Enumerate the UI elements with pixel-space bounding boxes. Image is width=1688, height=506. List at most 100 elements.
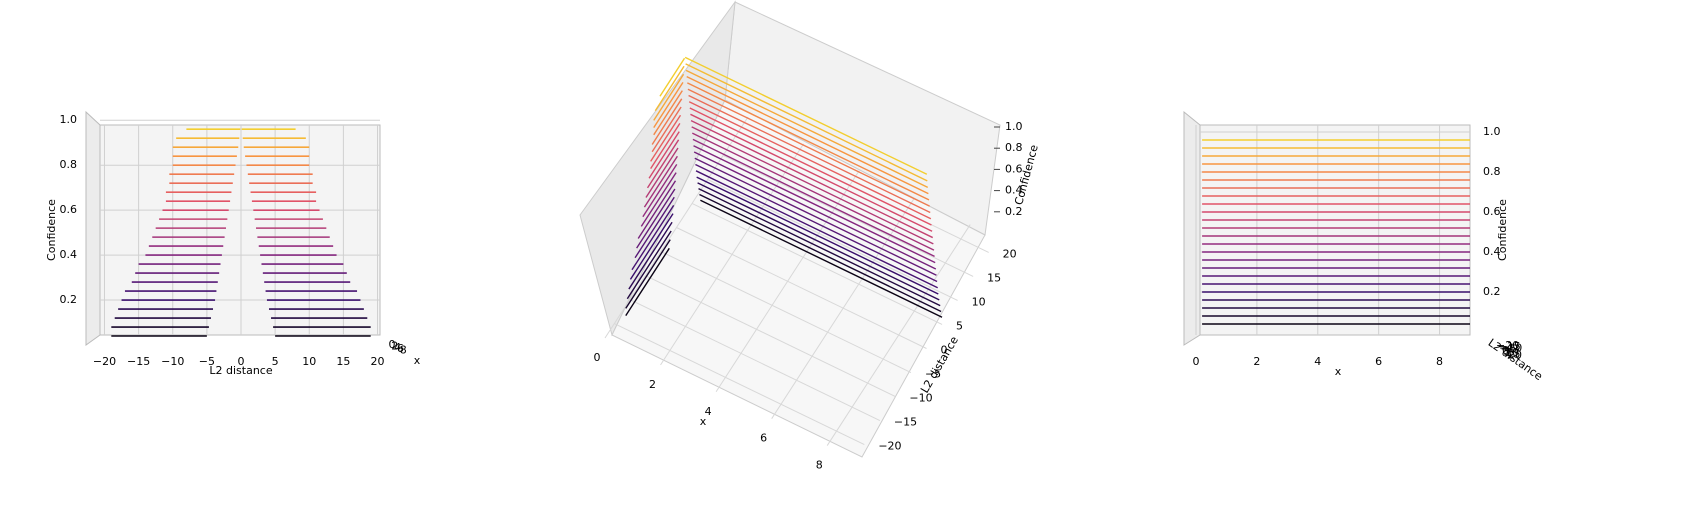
level-line xyxy=(643,155,678,208)
grid-line xyxy=(691,203,943,325)
pane xyxy=(1183,110,1201,346)
level-line xyxy=(699,193,942,313)
pane xyxy=(85,110,101,346)
z-tick-label: 0.6 xyxy=(1483,205,1501,218)
pane xyxy=(99,124,381,336)
level-line xyxy=(626,230,672,300)
level-line xyxy=(629,213,674,280)
x-tick-label: 8 xyxy=(816,459,823,472)
level-line xyxy=(700,199,943,318)
x-tick-label: 8 xyxy=(400,344,407,357)
grid-line xyxy=(707,179,958,301)
level-line xyxy=(653,73,685,121)
level-line xyxy=(685,69,929,188)
y-tick-label: 0 xyxy=(941,344,948,357)
z-tick-label: 0.2 xyxy=(1483,285,1501,298)
y-tick-label: 5 xyxy=(1504,345,1511,358)
level-line xyxy=(646,139,680,189)
z-tick-label: 0.2 xyxy=(60,293,78,306)
level-line xyxy=(697,182,940,301)
level-line xyxy=(688,94,931,214)
level-line xyxy=(695,170,938,289)
level-line xyxy=(625,247,670,316)
y-tick-label: −15 xyxy=(127,355,150,368)
y-tick-label: 15 xyxy=(1507,347,1521,360)
level-line xyxy=(694,157,937,276)
z-tick-label: 0.6 xyxy=(1005,162,1023,175)
x-tick-label: 4 xyxy=(1314,355,1321,368)
z-tick-label: 0.4 xyxy=(1483,245,1501,258)
level-line xyxy=(634,196,675,259)
level-line xyxy=(659,57,686,97)
level-line xyxy=(693,145,936,264)
y-tick-label: −15 xyxy=(894,416,917,429)
z-tick-label: 0.4 xyxy=(60,248,78,261)
x-tick-label: 2 xyxy=(649,378,656,391)
level-line xyxy=(692,138,935,258)
level-line xyxy=(685,63,928,182)
level-line xyxy=(653,82,684,128)
y-tick-label: −20 xyxy=(878,440,901,453)
lines xyxy=(111,56,1470,337)
level-line xyxy=(693,151,937,270)
x-tick-label: 0 xyxy=(389,338,396,351)
x-axis-label: x xyxy=(414,354,421,367)
y-tick-label: 5 xyxy=(272,355,279,368)
level-line xyxy=(654,65,685,112)
x-tick-label: 0 xyxy=(594,351,601,364)
level-line xyxy=(687,82,930,201)
x-tick-label: 6 xyxy=(1375,355,1382,368)
y-tick-label: 15 xyxy=(987,271,1001,284)
y-tick-label: 10 xyxy=(972,295,986,308)
y-tick-label: 20 xyxy=(1003,247,1017,260)
y-tick-label: 0 xyxy=(238,355,245,368)
level-line xyxy=(628,221,673,290)
level-line xyxy=(688,101,932,220)
y-tick-label: −20 xyxy=(1496,339,1519,352)
level-line xyxy=(691,126,934,245)
x-tick-label: 6 xyxy=(397,342,404,355)
level-line xyxy=(651,106,682,153)
level-line xyxy=(690,113,933,232)
y-tick-label: −20 xyxy=(93,355,116,368)
level-line xyxy=(637,180,677,239)
level-line xyxy=(636,188,676,249)
level-line xyxy=(695,163,938,283)
z-tick-label: 0.4 xyxy=(1005,184,1023,197)
y-axis-label: L2 distance xyxy=(209,364,272,377)
level-line xyxy=(650,114,682,162)
x-tick-label: 0 xyxy=(1193,355,1200,368)
z-tick-label: 1.0 xyxy=(1005,120,1023,133)
level-line xyxy=(696,176,939,295)
level-line xyxy=(640,172,677,227)
z-axis-label: Confidence xyxy=(1496,199,1509,261)
x-tick-label: 4 xyxy=(394,341,401,354)
level-line xyxy=(648,131,680,179)
grid-line xyxy=(676,227,927,349)
y-tick-label: −10 xyxy=(909,392,932,405)
level-line xyxy=(686,76,929,195)
y-tick-label: 15 xyxy=(336,355,350,368)
y-tick-label: 10 xyxy=(1505,346,1519,359)
level-line xyxy=(687,88,930,207)
z-tick-label: 1.0 xyxy=(60,113,78,126)
y-tick-label: −15 xyxy=(1498,340,1521,353)
level-line xyxy=(690,119,934,239)
y-tick-label: 20 xyxy=(1508,349,1522,362)
grid-line xyxy=(722,154,974,277)
y-tick-label: 10 xyxy=(302,355,316,368)
y-tick-label: 20 xyxy=(371,355,385,368)
x-axis-label: x xyxy=(700,415,707,428)
level-line xyxy=(645,147,679,198)
y-tick-label: −10 xyxy=(1499,341,1522,354)
y-tick-label: −5 xyxy=(925,368,941,381)
level-line xyxy=(689,107,932,226)
y-tick-label: 0 xyxy=(1502,344,1509,357)
level-line xyxy=(698,188,941,307)
x-tick-label: 6 xyxy=(760,432,767,445)
z-tick-label: 0.8 xyxy=(1483,165,1501,178)
level-line xyxy=(653,90,683,136)
y-tick-label: −10 xyxy=(161,355,184,368)
x-tick-label: 4 xyxy=(705,405,712,418)
